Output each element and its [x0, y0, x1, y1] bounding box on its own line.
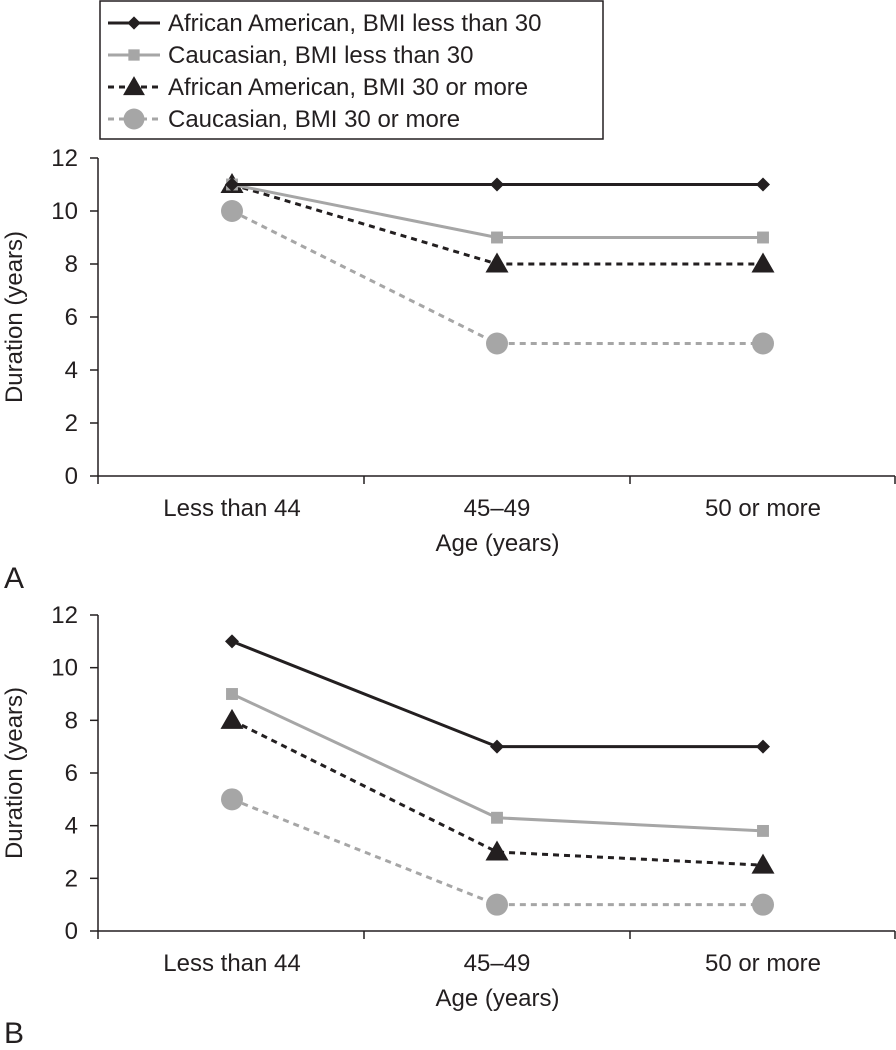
y-tick-label: 10 — [51, 655, 78, 682]
series-line-circle — [231, 209, 763, 345]
series-line-circle — [231, 797, 763, 907]
y-tick-label: 4 — [65, 357, 78, 384]
y-tick-label: 0 — [65, 918, 78, 945]
data-point-triangle — [751, 853, 775, 874]
y-axis-title: Duration (years) — [1, 231, 28, 403]
series-line-square — [231, 692, 764, 833]
y-axis-title: Duration (years) — [1, 687, 28, 859]
x-tick-label: 45–49 — [464, 950, 531, 977]
panel-letter: B — [4, 1017, 24, 1050]
y-tick-label: 8 — [65, 707, 78, 734]
legend-marker-square — [128, 49, 140, 61]
series-line-square — [231, 183, 763, 239]
panel-letter: A — [4, 562, 24, 595]
series-line-triangle — [231, 718, 764, 867]
x-axis-title: Age (years) — [435, 530, 559, 557]
data-point-square — [226, 688, 238, 700]
data-point-diamond — [490, 177, 504, 192]
data-point-circle — [752, 893, 774, 916]
data-point-triangle — [220, 708, 244, 729]
data-point-circle — [752, 332, 774, 355]
data-point-diamond — [225, 177, 239, 192]
legend-marker-triangle — [123, 76, 145, 96]
x-tick-label: 45–49 — [464, 495, 531, 522]
legend-marker-circle — [123, 108, 145, 130]
y-tick-label: 10 — [51, 198, 78, 225]
x-tick-label: 50 or more — [705, 495, 821, 522]
y-tick-label: 12 — [51, 602, 78, 629]
legend-label: African American, BMI less than 30 — [168, 10, 542, 37]
legend-label: African American, BMI 30 or more — [168, 74, 528, 101]
legend-label: Caucasian, BMI less than 30 — [168, 42, 474, 69]
data-point-circle — [486, 893, 508, 916]
chart-panel-a: 0 2 4 6 8 10 12 Less than 44 45–49 50 or more Age … — [1, 145, 896, 595]
data-point-diamond — [756, 177, 770, 192]
x-axis-title: Age (years) — [435, 985, 559, 1012]
data-point-triangle — [485, 840, 509, 861]
y-tick-label: 6 — [65, 304, 78, 331]
legend-label: Caucasian, BMI 30 or more — [168, 106, 460, 133]
chart-panel-b: 0 2 4 6 8 10 12 Less than 44 45–49 50 or more Age … — [1, 602, 896, 1050]
legend: African American, BMI less than 30 Caucas… — [99, 0, 604, 140]
y-tick-label: 2 — [65, 865, 78, 892]
y-tick-label: 12 — [51, 145, 78, 172]
data-point-circle — [486, 332, 508, 355]
data-point-diamond — [756, 739, 770, 754]
data-point-square — [757, 824, 769, 837]
data-point-square — [757, 231, 769, 244]
legend-marker-diamond — [127, 16, 141, 30]
data-point-triangle — [751, 252, 775, 273]
legend-box — [99, 0, 604, 140]
x-tick-label: Less than 44 — [163, 495, 300, 522]
x-tick-label: 50 or more — [705, 950, 821, 977]
data-point-diamond — [490, 739, 504, 754]
y-tick-label: 8 — [65, 251, 78, 278]
data-point-square — [491, 231, 503, 244]
y-tick-label: 0 — [65, 463, 78, 490]
y-tick-label: 2 — [65, 410, 78, 437]
y-tick-label: 4 — [65, 813, 78, 840]
data-point-circle — [221, 200, 243, 222]
y-tick-label: 6 — [65, 760, 78, 787]
data-point-circle — [221, 788, 243, 811]
data-point-triangle — [485, 252, 509, 273]
x-tick-label: Less than 44 — [163, 950, 300, 977]
data-point-diamond — [225, 634, 239, 649]
data-point-square — [491, 811, 503, 824]
